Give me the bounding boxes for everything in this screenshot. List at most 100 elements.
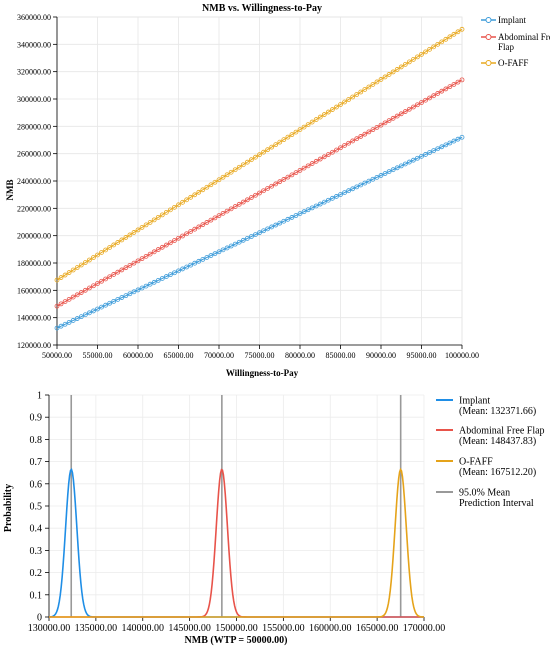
chart1-y-tick-label: 160000.00	[17, 286, 51, 295]
chart1-data-point	[91, 283, 96, 289]
chart1-data-point	[204, 255, 210, 260]
chart1-data-point	[301, 209, 307, 215]
chart1-data-point	[111, 298, 117, 304]
chart2-x-tick-label: 155000.00	[262, 623, 305, 634]
chart1-data-point	[70, 294, 76, 300]
chart1-y-tick-label: 260000.00	[17, 150, 51, 159]
chart1-data-point	[115, 269, 121, 275]
chart1-data-point	[277, 220, 283, 226]
chart2-y-tick-label: 0.9	[30, 413, 43, 424]
chart1-data-point	[82, 287, 88, 293]
chart1-data-point	[398, 163, 404, 169]
chart1-data-point	[78, 262, 84, 268]
chart1-data-point	[362, 87, 368, 92]
chart1-x-tick-label: 90000.00	[366, 351, 396, 360]
chart2-legend-mean: (Mean: 132371.66)	[459, 406, 536, 417]
chart1-legend-marker	[485, 34, 492, 40]
chart1-data-point	[342, 99, 347, 105]
chart1-data-point	[309, 205, 315, 211]
chart1-y-tick-label: 120000.00	[17, 341, 51, 350]
chart1-data-point	[208, 217, 214, 223]
chart1-data-point	[313, 117, 319, 122]
chart1-data-point	[167, 207, 173, 213]
chart1-data-point	[419, 51, 424, 57]
chart1-data-point	[366, 84, 372, 90]
chart1-data-point	[415, 54, 420, 60]
chart1-data-point	[334, 147, 339, 153]
chart1-data-point	[220, 174, 226, 180]
chart1-data-point	[451, 81, 457, 87]
chart1-title: NMB vs. Willingness-to-Pay	[202, 3, 322, 14]
chart1-data-point	[192, 226, 198, 232]
chart1-data-point	[216, 249, 222, 255]
chart1-data-point	[455, 79, 461, 85]
chart1-x-tick-label: 75000.00	[245, 351, 275, 360]
chart1-data-point	[147, 281, 153, 287]
chart1-data-point	[366, 178, 372, 184]
chart1-y-tick-label: 140000.00	[17, 314, 51, 323]
chart2-x-tick-label: 160000.00	[309, 623, 352, 634]
chart1-data-point	[95, 306, 100, 312]
chart1-data-point	[204, 220, 210, 225]
chart1-data-point	[253, 154, 258, 160]
chart1-data-point	[435, 41, 441, 47]
chart1-data-point	[325, 197, 331, 203]
chart1-data-point	[285, 174, 291, 180]
chart1-data-point	[277, 139, 283, 145]
chart1-data-point	[131, 230, 137, 235]
chart1-data-point	[74, 265, 80, 270]
chart1-data-point	[398, 64, 404, 70]
chart1-data-point	[54, 303, 60, 309]
chart1-data-point	[443, 86, 449, 92]
chart1-data-point	[334, 194, 339, 199]
chart1-data-point	[334, 104, 339, 110]
chart2-legend-mean: (Mean: 167512.20)	[459, 467, 536, 478]
chart1-data-point	[265, 226, 271, 232]
chart1-data-point	[159, 276, 165, 281]
chart1-data-point	[386, 72, 392, 77]
chart1-data-point	[301, 165, 307, 171]
chart2-y-tick-label: 0.5	[30, 502, 43, 513]
chart1-data-point	[54, 277, 60, 283]
chart1-data-point	[58, 275, 64, 280]
chart1-data-point	[451, 138, 457, 144]
chart2-legend-interval-label2: Prediction Interval	[459, 498, 534, 509]
chart1-x-tick-label: 80000.00	[285, 351, 315, 360]
chart1-data-point	[281, 218, 287, 224]
chart1-x-tick-label: 70000.00	[204, 351, 234, 360]
chart1-data-point	[342, 143, 347, 148]
chart1-data-point	[390, 167, 396, 173]
chart2-y-tick-label: 0	[37, 613, 42, 624]
chart1-data-point	[297, 127, 303, 133]
chart1-data-point	[289, 215, 295, 220]
chart1-data-point	[95, 252, 100, 258]
chart1-data-point	[390, 69, 396, 75]
chart1-data-point	[236, 164, 242, 170]
chart1-data-point	[123, 293, 129, 299]
chart1-x-tick-label: 95000.00	[407, 351, 437, 360]
chart1-data-point	[305, 122, 311, 127]
chart1-data-point	[180, 233, 185, 239]
chart1-data-point	[354, 136, 360, 142]
chart1-data-point	[220, 210, 226, 216]
chart1-data-point	[54, 325, 60, 331]
chart1-data-point	[240, 199, 246, 205]
chart1-data-point	[143, 253, 149, 259]
chart1-data-point	[151, 249, 157, 255]
chart1-legend-label: O-FAFF	[498, 58, 528, 68]
chart1-data-point	[115, 240, 121, 245]
chart2-y-tick-label: 0.7	[30, 457, 43, 468]
chart1-data-point	[321, 154, 327, 160]
chart1-data-point	[374, 174, 380, 180]
chart1-data-point	[216, 213, 222, 219]
chart2-x-tick-label: 145000.00	[168, 623, 211, 634]
chart1-series-o-faff	[54, 26, 465, 283]
chart1-legend-marker	[485, 60, 492, 66]
chart1-series-line	[56, 79, 463, 307]
chart1-data-point	[192, 192, 198, 198]
chart1-data-point	[338, 192, 343, 197]
chart2-mean-lines	[70, 395, 402, 617]
chart1-data-point	[297, 211, 303, 216]
